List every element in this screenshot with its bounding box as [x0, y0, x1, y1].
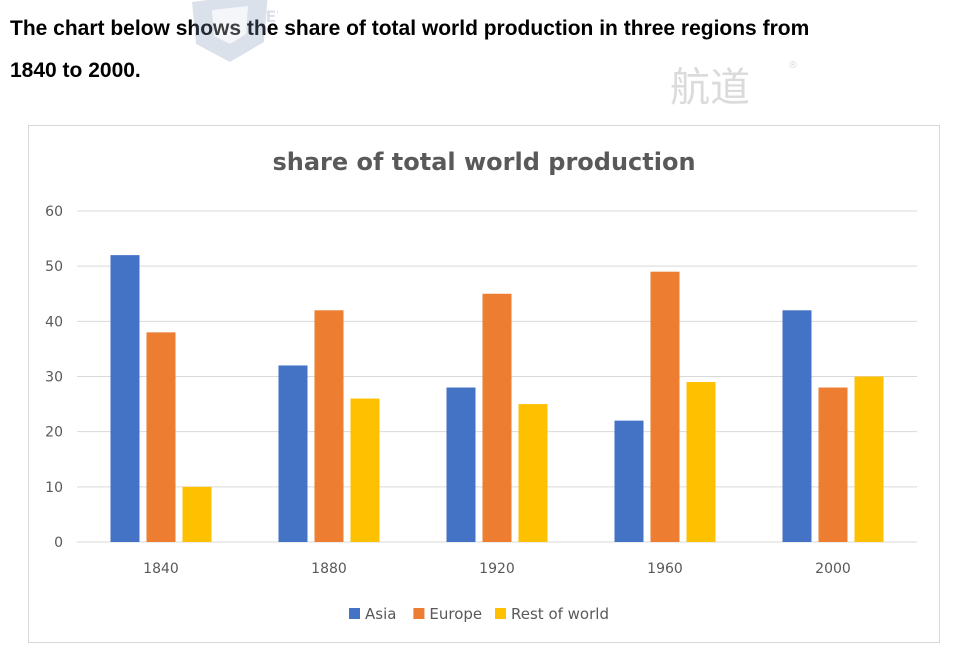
bar-rest-of-world-2000 [854, 376, 884, 542]
watermark-brand: 航道 ® [670, 60, 798, 111]
y-tick-label: 40 [45, 314, 63, 330]
bar-asia-1920 [446, 387, 476, 542]
y-tick-label: 0 [54, 535, 63, 551]
question-prompt: The chart below shows the share of total… [10, 8, 950, 92]
y-tick-label: 50 [45, 259, 63, 275]
legend-swatch-europe [413, 608, 425, 619]
prompt-line-2: 1840 to 2000. [10, 59, 141, 82]
bar-europe-1920 [482, 293, 512, 542]
watermark-logo: NEW [192, 0, 278, 62]
watermark-brand-text: 航道 [670, 65, 750, 111]
y-tick-label: 10 [45, 480, 63, 496]
bar-asia-1840 [110, 255, 140, 542]
x-tick-label: 1920 [479, 561, 515, 577]
bar-europe-1880 [314, 310, 344, 542]
legend-swatch-asia [349, 608, 360, 619]
bar-europe-2000 [818, 387, 848, 542]
bar-europe-1960 [650, 271, 680, 542]
gridlines [77, 210, 917, 543]
bar-rest-of-world-1840 [182, 486, 212, 542]
watermark-registered-mark: ® [788, 60, 798, 71]
prompt-line-1: The chart below shows the share of total… [10, 17, 810, 40]
bar-rest-of-world-1880 [350, 398, 380, 542]
bar-asia-1880 [278, 365, 308, 542]
y-tick-label: 20 [45, 425, 63, 441]
legend: Asia Europe Rest of world [349, 605, 609, 623]
x-tick-label: 1880 [311, 561, 347, 577]
watermark-logo-text: NEW [252, 7, 278, 26]
chart-frame: share of total world production 0 10 20 30 4… [28, 125, 940, 643]
legend-label: Europe [429, 605, 482, 623]
y-tick-label: 30 [45, 370, 63, 386]
bar-rest-of-world-1960 [686, 382, 716, 542]
bar-asia-2000 [782, 310, 812, 542]
legend-swatch-rest-of-world [495, 608, 506, 619]
y-tick-label: 60 [45, 204, 63, 220]
x-axis-ticks: 1840 1880 1920 1960 2000 [143, 561, 851, 577]
bar-chart: share of total world production 0 10 20 30 4… [45, 148, 917, 623]
bars [110, 255, 884, 542]
bar-europe-1840 [146, 332, 176, 542]
chart-title: share of total world production [272, 148, 695, 176]
legend-label: Asia [365, 605, 396, 623]
x-tick-label: 1960 [647, 561, 683, 577]
x-tick-label: 2000 [815, 561, 851, 577]
y-axis-ticks: 0 10 20 30 40 50 60 [45, 204, 63, 551]
legend-label: Rest of world [511, 605, 609, 623]
bar-rest-of-world-1920 [518, 404, 548, 542]
bar-asia-1960 [614, 420, 644, 542]
x-tick-label: 1840 [143, 561, 179, 577]
